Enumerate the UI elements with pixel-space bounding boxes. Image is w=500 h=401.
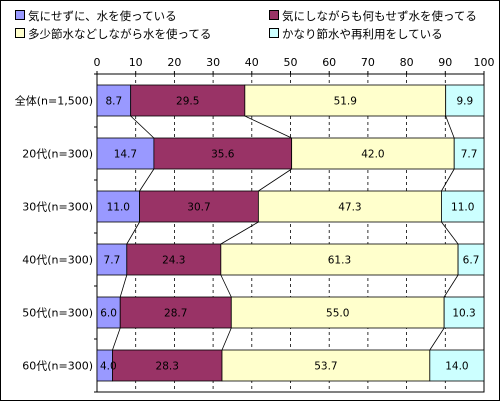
x-tick-label: 0 [94,56,101,69]
series-line [220,221,259,245]
data-label: 28.7 [164,308,187,320]
series-line [139,168,155,192]
category-label: 60代(n=300) [22,360,93,373]
data-label: 6.0 [100,308,117,320]
legend-swatch-1 [15,10,25,20]
x-tick-label: 10 [129,56,143,69]
bar-segment [443,296,485,329]
series-line [126,221,140,245]
legend-label-2: 気にしながらも何もせず水を使ってる [282,9,477,23]
legend-label-1: 気にせずに、水を使っている [28,9,177,23]
x-tick-label: 50 [284,56,298,69]
data-label: 14.7 [114,149,137,161]
bar-segment [139,190,259,223]
series-line [244,115,292,139]
category-label: 30代(n=300) [22,201,93,214]
x-tick-label: 40 [245,56,259,69]
series-line [429,327,445,351]
data-label: 4.0 [100,361,117,373]
series-line [258,168,292,192]
legend-swatch-3 [15,28,25,38]
series-line [119,274,128,298]
bar-segment [441,190,485,223]
x-tick-label: 70 [361,56,375,69]
category-label: 40代(n=300) [22,254,93,267]
legend-swatch-2 [269,10,279,20]
x-tick-label: 30 [206,56,220,69]
series-line [221,327,232,351]
bar-segment [130,84,246,117]
category-label: 20代(n=300) [22,148,93,161]
data-label: 14.0 [445,361,468,373]
bar-segment [96,84,132,117]
bar-segment [291,137,455,170]
data-label: 53.7 [314,361,337,373]
x-tick-label: 20 [167,56,181,69]
data-label: 28.3 [156,361,179,373]
x-tick-label: 60 [322,56,336,69]
bar-segment [221,349,431,382]
data-label: 6.7 [463,255,480,267]
category-label: 50代(n=300) [22,307,93,320]
x-tick-label: 90 [438,56,452,69]
legend-item-4: かなり節水や再利用をしている [269,27,443,41]
x-tick-label: 100 [474,56,495,69]
series-line [441,221,459,245]
bar-segment [119,296,232,329]
data-label: 42.0 [361,149,384,161]
series-line [220,274,232,298]
legend: 気にせずに、水を使っている 気にしながらも何もせず水を使ってる 多少節水などしな… [1,1,499,47]
data-label: 35.6 [211,149,235,161]
data-label: 11.0 [451,202,474,214]
data-label: 9.9 [456,96,473,108]
bar-segment [429,349,485,382]
bar-segment [153,137,293,170]
bar-segment [453,137,485,170]
bar-segment [220,243,459,276]
series-line [130,115,155,139]
data-label: 30.7 [187,202,210,214]
series-line [445,115,455,139]
legend-item-3: 多少節水などしながら水を使ってる [15,27,211,41]
data-label: 24.3 [162,255,185,267]
category-label: 全体(n=1,500) [15,94,93,108]
data-label: 51.9 [334,96,357,108]
x-tick-label: 80 [400,56,414,69]
data-label: 8.7 [105,96,122,108]
data-label: 7.7 [104,255,121,267]
data-label: 29.5 [176,96,199,108]
data-label: 10.3 [452,308,475,320]
bar-segment [112,349,223,382]
bar-segment [244,84,447,117]
series-line [443,274,459,298]
legend-label-4: かなり節水や再利用をしている [282,27,443,41]
data-label: 11.0 [107,202,130,214]
legend-label-3: 多少節水などしながら水を使ってる [28,27,212,41]
legend-item-2: 気にしながらも何もせず水を使ってる [269,9,477,23]
bar-segment [457,243,485,276]
bar-segment [445,84,485,117]
data-label: 7.7 [461,149,478,161]
series-line [112,327,121,351]
bar-segment [96,243,128,276]
data-label: 55.0 [326,308,349,320]
data-label: 47.3 [338,202,361,214]
legend-item-1: 気にせずに、水を使っている [15,9,177,23]
data-label: 61.3 [328,255,351,267]
legend-swatch-4 [269,28,279,38]
series-line [441,168,455,192]
